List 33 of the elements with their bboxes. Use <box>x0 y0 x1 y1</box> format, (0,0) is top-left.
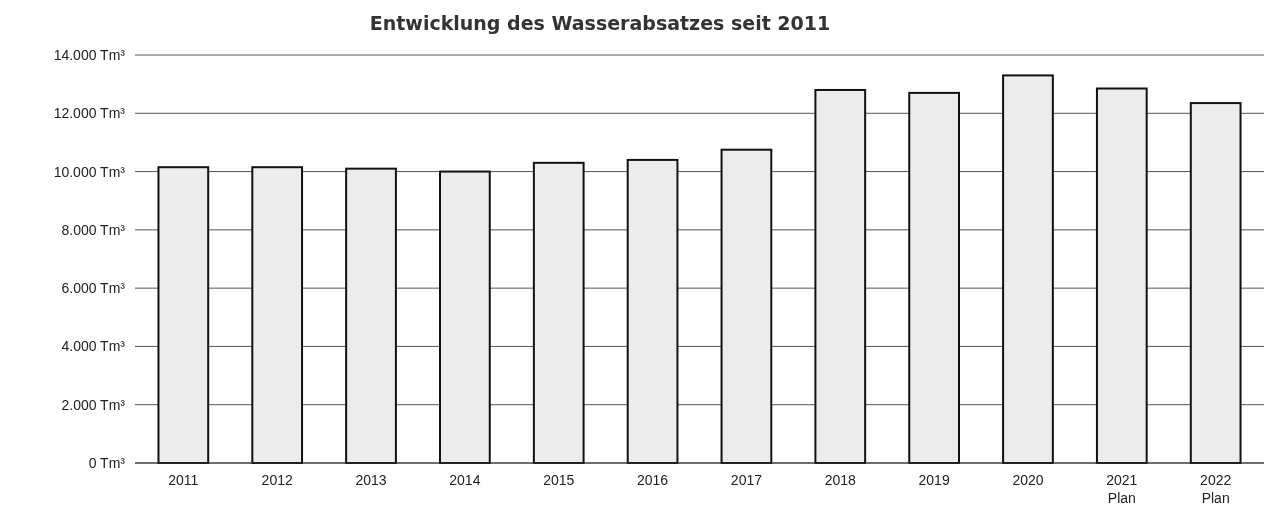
bar <box>532 161 585 464</box>
x-tick-label: 2020 <box>1012 472 1044 488</box>
x-tick-label: 2014 <box>449 472 481 488</box>
chart-title: Entwicklung des Wasserabsatzes seit 2011 <box>369 12 831 34</box>
x-tick-label: 2021 Plan <box>1106 472 1138 506</box>
y-tick-label: 10.000 Tm³ <box>53 163 126 180</box>
x-tick-label: 2016 <box>637 472 669 488</box>
y-tick-label: 0 Tm³ <box>88 454 126 471</box>
bar <box>251 166 304 464</box>
bar <box>439 170 491 464</box>
x-tick-label: 2022 Plan <box>1200 472 1232 506</box>
x-tick-label: 2018 <box>824 472 857 488</box>
bar <box>1189 102 1242 464</box>
x-tick-label: 2015 <box>543 472 575 488</box>
bar <box>157 166 210 464</box>
x-tick-label: 2012 <box>261 472 293 488</box>
y-tick-label: 8.000 Tm³ <box>61 221 126 238</box>
bar <box>720 148 773 464</box>
bar <box>908 91 960 464</box>
y-tick-label: 12.000 Tm³ <box>53 105 126 122</box>
x-tick-label: 2011 <box>168 472 199 488</box>
y-tick-label: 4.000 Tm³ <box>61 338 126 355</box>
y-tick-label: 2.000 Tm³ <box>61 396 126 413</box>
y-tick-label: 14.000 Tm³ <box>53 46 126 63</box>
bar <box>814 88 867 464</box>
bar <box>626 158 679 464</box>
x-tick-label: 2019 <box>918 472 950 488</box>
y-tick-label: 6.000 Tm³ <box>61 280 126 297</box>
bar <box>1002 74 1054 464</box>
x-tick-label: 2017 <box>730 472 763 488</box>
bar <box>345 167 397 464</box>
x-tick-label: 2013 <box>355 472 387 488</box>
bar <box>1095 87 1148 464</box>
